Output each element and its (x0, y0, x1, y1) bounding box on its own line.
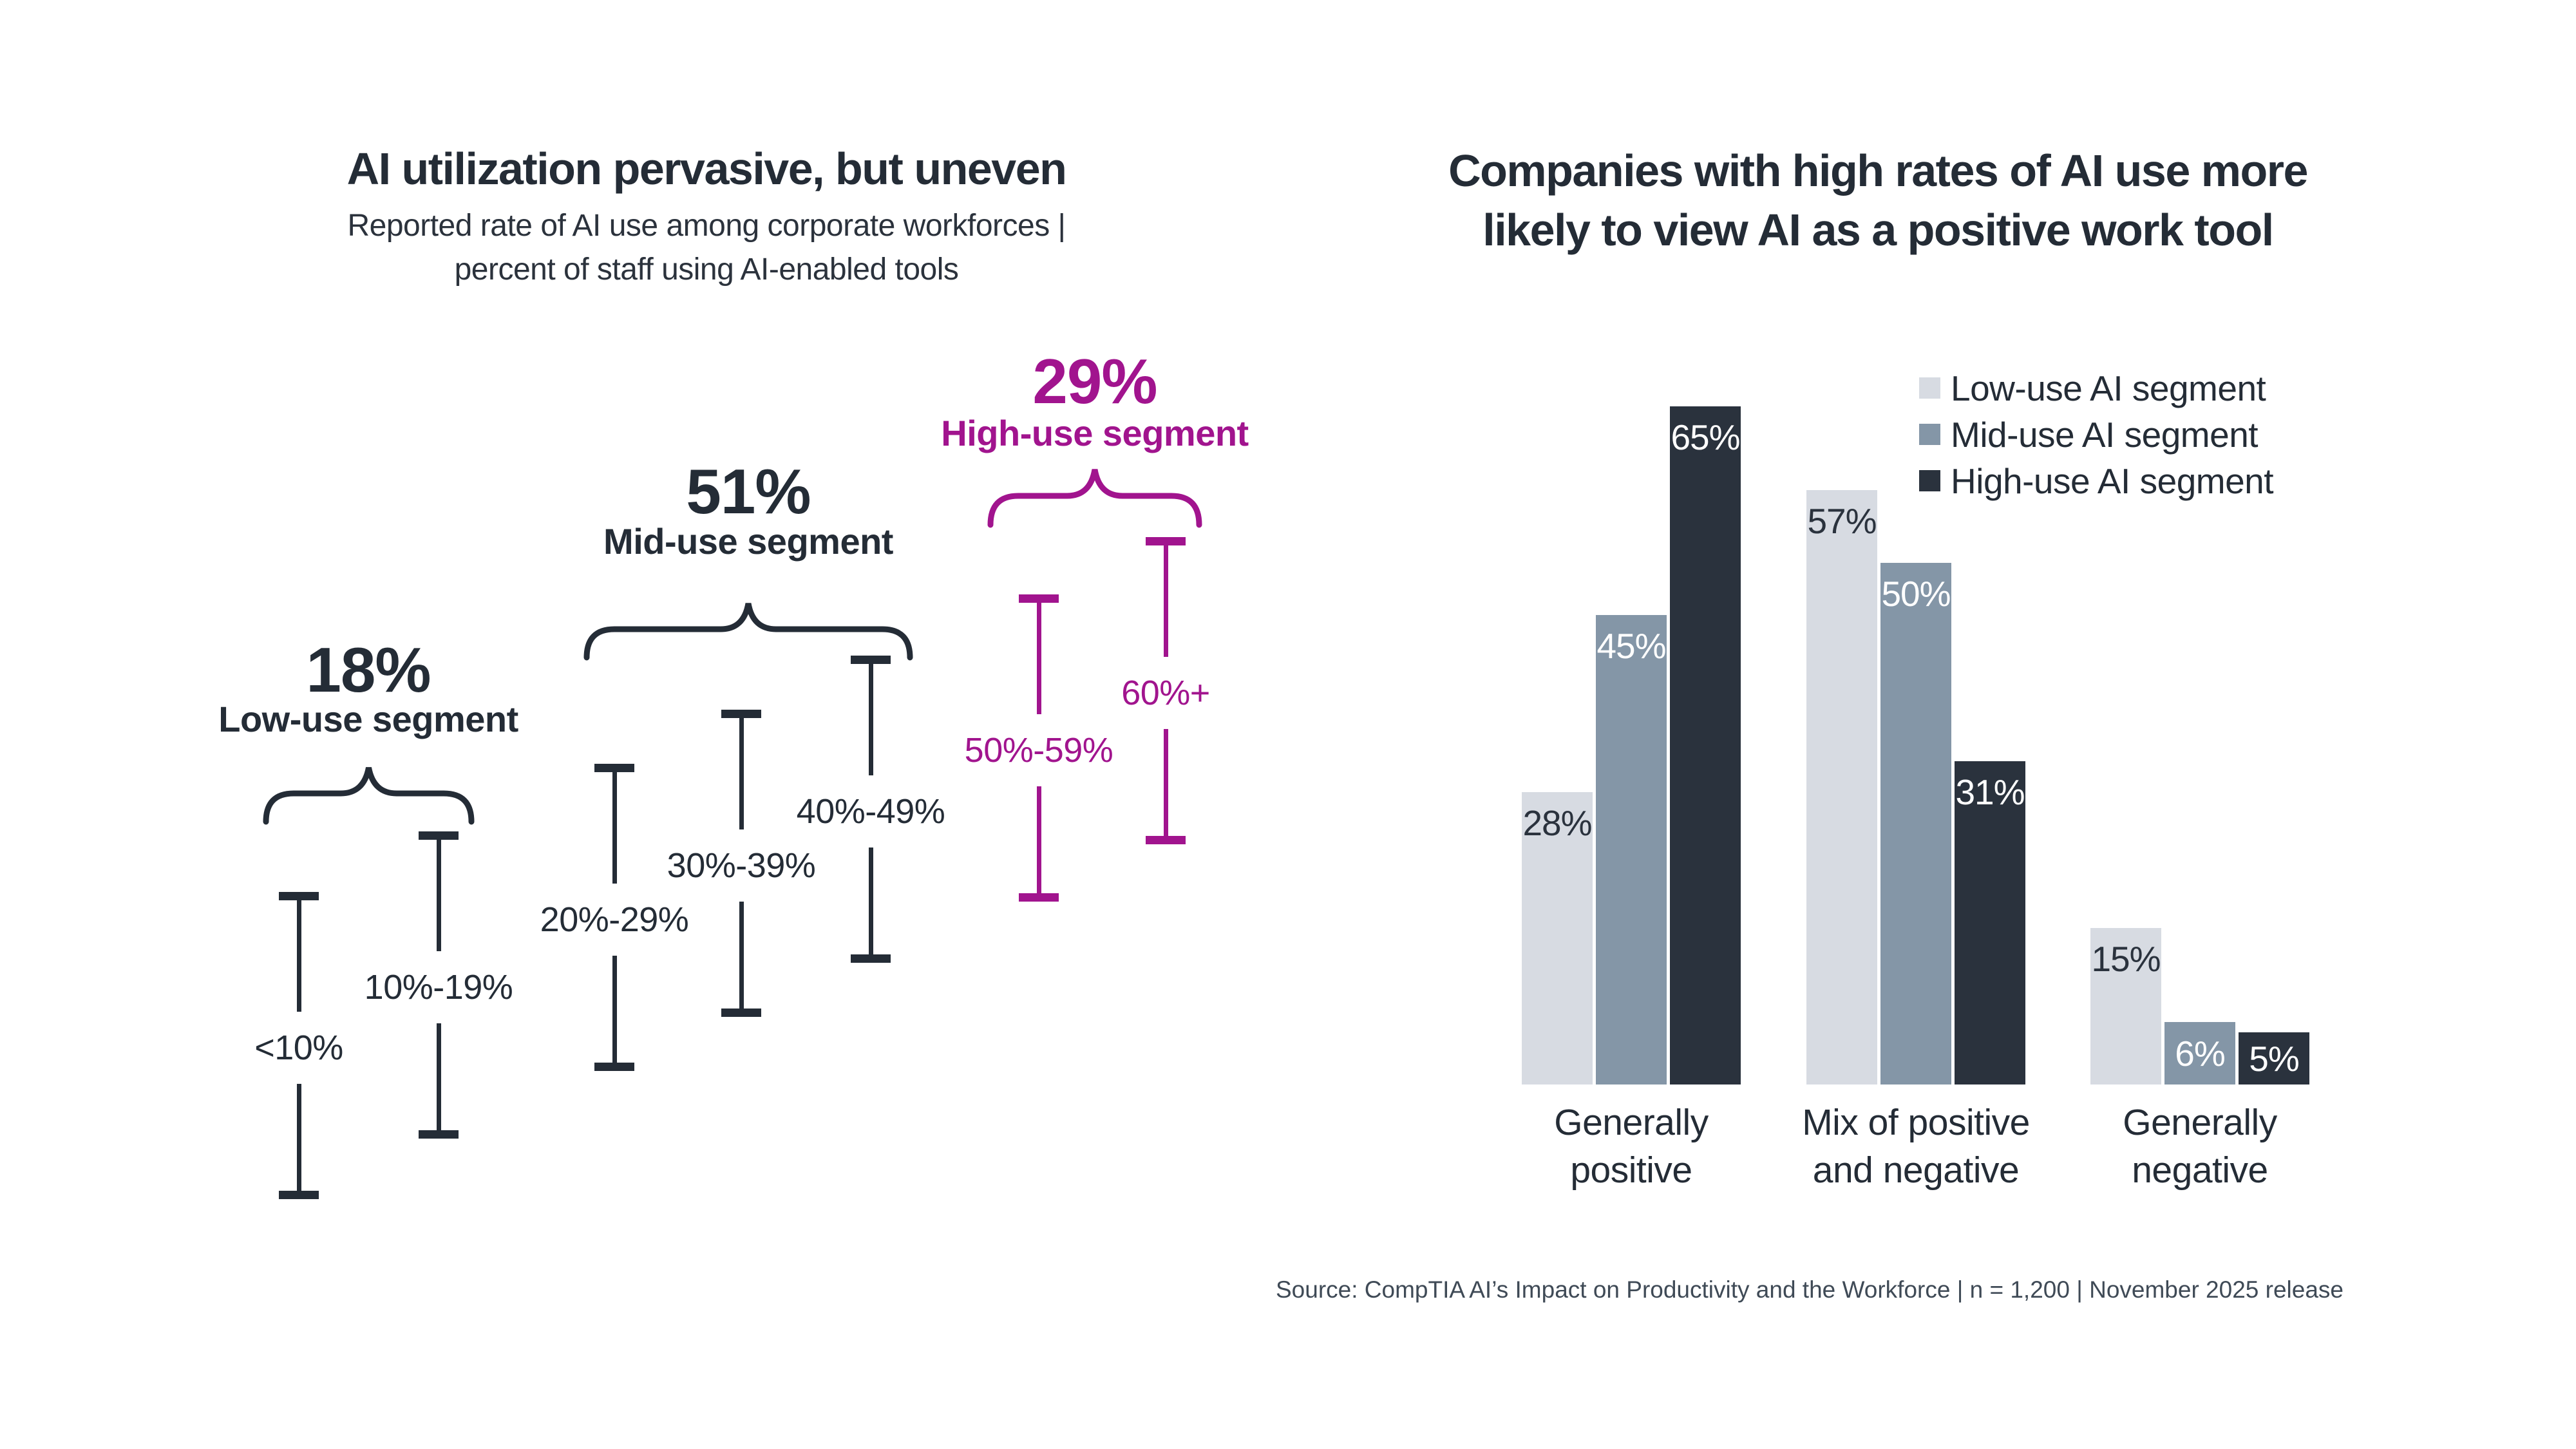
range-bar-top-cap (279, 892, 319, 900)
bar-high-use: 5% (2239, 1032, 2309, 1084)
category-label-generally-negative: Generally negative (2123, 1102, 2277, 1191)
range-bar-bottom-cap (419, 1130, 459, 1139)
range-bar-label: 50%-59% (964, 731, 1113, 770)
bar-value-label: 5% (2249, 1038, 2299, 1079)
range-bar-bottom-cap (1146, 836, 1186, 844)
mid-use-brace (583, 600, 913, 661)
left-chart-subtitle-line2: percent of staff using AI-enabled tools (454, 252, 959, 287)
bar-value-label: 31% (1955, 772, 2025, 812)
bar-high-use: 31% (1955, 761, 2025, 1084)
bar-value-label: 28% (1522, 803, 1592, 843)
bar-low-use: 28% (1522, 792, 1593, 1084)
bar-value-label: 45% (1596, 626, 1666, 666)
range-bar-label: 40%-49% (796, 792, 945, 831)
range-bar-top-cap (594, 764, 634, 772)
legend-swatch-mid-use (1919, 424, 1940, 445)
category-label-mix: Mix of positive and negative (1802, 1102, 2030, 1191)
left-chart-subtitle-line1: Reported rate of AI use among corporate … (347, 209, 1066, 243)
legend: Low-use AI segment Mid-use AI segment Hi… (1919, 368, 2274, 509)
mid-use-group-label: Mid-use segment (603, 521, 893, 562)
range-bar-bottom-cap (851, 954, 891, 963)
range-bar-label: <10% (254, 1028, 343, 1067)
legend-swatch-high-use (1919, 470, 1940, 491)
legend-label: Low-use AI segment (1951, 368, 2266, 408)
range-bar-under-10: <10% (254, 892, 343, 1199)
range-bar-label: 60%+ (1121, 674, 1210, 712)
low-use-brace (263, 764, 475, 826)
bar-low-use: 57% (1806, 490, 1877, 1084)
bar-value-label: 57% (1807, 501, 1877, 541)
high-use-group-value: 29% (1032, 346, 1157, 417)
bar-high-use: 65% (1670, 406, 1741, 1084)
legend-label: High-use AI segment (1951, 460, 2274, 501)
bar-value-label: 65% (1671, 417, 1740, 457)
bar-group-generally-negative: 15% 6% 5% (2090, 386, 2309, 1084)
legend-item-mid-use: Mid-use AI segment (1919, 414, 2273, 455)
range-bar-bottom-cap (279, 1191, 319, 1199)
category-label-generally-positive: Generally positive (1554, 1102, 1709, 1191)
left-chart-title: AI utilization pervasive, but uneven (346, 144, 1067, 194)
range-bar-label: 20%-29% (540, 900, 689, 939)
range-bar-bottom-cap (594, 1063, 634, 1071)
range-bar-top-cap (851, 656, 891, 664)
range-bar-50-59: 50%-59% (965, 594, 1113, 902)
bar-mid-use: 6% (2164, 1022, 2235, 1084)
bar-value-label: 15% (2091, 939, 2161, 979)
right-chart-title-line2: likely to view AI as a positive work too… (1482, 205, 2274, 255)
low-use-group-value: 18% (306, 634, 431, 705)
bar-mid-use: 45% (1596, 615, 1667, 1084)
range-bar-label: 30%-39% (667, 846, 816, 885)
legend-item-low-use: Low-use AI segment (1919, 368, 2273, 408)
range-bar-20-29: 20%-29% (540, 764, 689, 1071)
range-bar-30-39: 30%-39% (667, 710, 816, 1017)
bar-mid-use: 50% (1880, 563, 1951, 1084)
range-bar-top-cap (419, 831, 459, 840)
bar-value-label: 50% (1881, 574, 1951, 614)
mid-use-group-value: 51% (686, 456, 811, 527)
legend-item-high-use: High-use AI segment (1919, 461, 2274, 501)
legend-label: Mid-use AI segment (1951, 414, 2259, 455)
range-bar-60-plus: 60%+ (1121, 537, 1210, 844)
bar-group-generally-positive: 28% 45% 65% (1522, 386, 1741, 1084)
bar-low-use: 15% (2090, 928, 2161, 1084)
range-bar-bottom-cap (1019, 893, 1059, 902)
range-bar-top-cap (1146, 537, 1186, 545)
range-bar-top-cap (721, 710, 761, 718)
high-use-brace (987, 466, 1202, 529)
bar-group-mix: 57% 50% 31% (1806, 386, 2025, 1084)
range-bar-bottom-cap (721, 1009, 761, 1017)
range-bar-top-cap (1019, 594, 1059, 603)
bar-value-label: 6% (2175, 1033, 2225, 1074)
right-chart-title: Companies with high rates of AI use more… (1234, 141, 2522, 260)
low-use-group-label: Low-use segment (218, 699, 518, 739)
range-bar-10-19: 10%-19% (365, 831, 513, 1139)
high-use-group-label: High-use segment (941, 413, 1249, 453)
range-bar-40-49: 40%-49% (797, 656, 945, 963)
left-chart-subtitle: Reported rate of AI use among corporate … (62, 204, 1350, 292)
source-note: Source: CompTIA AI’s Impact on Productiv… (1275, 1276, 2344, 1303)
right-chart-title-line1: Companies with high rates of AI use more (1448, 146, 2308, 196)
range-bar-label: 10%-19% (364, 968, 513, 1007)
legend-swatch-low-use (1919, 377, 1940, 399)
